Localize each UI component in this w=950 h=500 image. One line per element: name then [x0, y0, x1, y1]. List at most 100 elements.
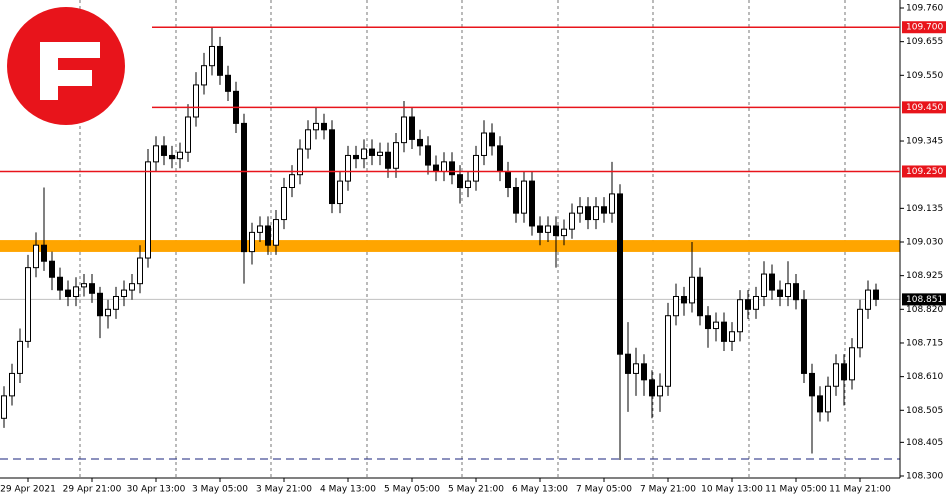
- candle-body: [201, 65, 207, 86]
- candle-body: [209, 45, 215, 67]
- candle-body: [361, 148, 367, 160]
- candle-body: [673, 295, 679, 317]
- candle-body: [873, 289, 879, 300]
- candle-body: [185, 116, 191, 153]
- level-label: 109.700: [906, 23, 943, 33]
- candle-body: [817, 395, 823, 413]
- candle-body: [369, 148, 375, 156]
- candle-body: [537, 225, 543, 233]
- candle-body: [801, 299, 807, 374]
- y-tick-label: 109.655: [906, 37, 943, 47]
- candle-body: [249, 231, 255, 253]
- x-tick-label: 11 May 05:00: [765, 485, 827, 495]
- logo-circle: [7, 7, 125, 125]
- candle-body: [657, 385, 663, 397]
- level-label-box: [902, 21, 946, 34]
- y-tick-label: 108.300: [906, 472, 943, 482]
- x-tick-label: 11 May 21:00: [829, 485, 891, 495]
- candle-body: [137, 257, 143, 285]
- candle-body: [289, 174, 295, 189]
- candle-body: [121, 289, 127, 297]
- candle-body: [793, 283, 799, 301]
- candle-body: [753, 295, 759, 310]
- candle-body: [473, 154, 479, 182]
- candle-body: [433, 164, 439, 172]
- candle-body: [769, 273, 775, 291]
- x-tick-label: 10 May 13:00: [701, 485, 763, 495]
- candle-body: [825, 385, 831, 413]
- candle-body: [265, 225, 271, 246]
- candle-body: [545, 225, 551, 233]
- candle-body: [777, 289, 783, 297]
- candle-body: [169, 154, 175, 160]
- candle-body: [81, 283, 87, 288]
- candle-body: [617, 193, 623, 355]
- y-tick-label: 108.715: [906, 338, 943, 348]
- candle-body: [577, 206, 583, 214]
- candle-body: [337, 180, 343, 205]
- y-tick-label: 108.505: [906, 406, 943, 416]
- candle-body: [41, 244, 47, 262]
- plot: [0, 27, 900, 460]
- candle-body: [257, 225, 263, 233]
- candle-body: [273, 219, 279, 246]
- candle-body: [489, 132, 495, 147]
- candle-body: [505, 170, 511, 189]
- candle-body: [601, 206, 607, 214]
- last-price-label: 108.851: [906, 295, 943, 305]
- candle-body: [729, 331, 735, 342]
- last-price-box: [902, 293, 946, 306]
- candle-body: [193, 84, 199, 118]
- candle-body: [713, 321, 719, 330]
- candle-body: [1, 395, 7, 419]
- candle-body: [305, 129, 311, 150]
- x-tick-label: 5 May 05:00: [384, 485, 440, 495]
- candle-body: [689, 276, 695, 304]
- candle-body: [609, 193, 615, 214]
- y-tick-label: 109.345: [906, 137, 943, 147]
- candle-body: [833, 363, 839, 387]
- x-tick-label: 30 Apr 13:00: [127, 485, 186, 495]
- level-label: 109.450: [906, 103, 943, 113]
- candle-body: [329, 129, 335, 205]
- x-tick-label: 7 May 21:00: [640, 485, 696, 495]
- candle-body: [625, 353, 631, 374]
- candle-body: [241, 122, 247, 253]
- candle-body: [865, 289, 871, 310]
- candle-body: [641, 363, 647, 381]
- candle-body: [177, 151, 183, 160]
- candle-body: [849, 347, 855, 381]
- candle-body: [649, 379, 655, 397]
- candle-body: [161, 145, 167, 156]
- candle-body: [73, 286, 79, 297]
- candle-body: [481, 132, 487, 156]
- candle-body: [297, 148, 303, 176]
- candle-body: [17, 340, 23, 374]
- zone-band: [0, 240, 900, 252]
- candle-body: [465, 180, 471, 189]
- candle-body: [401, 116, 407, 144]
- candle-body: [129, 283, 135, 291]
- y-tick-label: 109.550: [906, 71, 943, 81]
- candle-body: [113, 295, 119, 310]
- logo: [7, 7, 125, 125]
- x-tick-label: 29 Apr 21:00: [63, 485, 122, 495]
- candle-body: [697, 276, 703, 317]
- candle-body: [393, 142, 399, 169]
- candle-body: [65, 289, 71, 297]
- candle-body: [561, 228, 567, 237]
- logo-mark: [40, 42, 100, 100]
- y-tick-label: 108.925: [906, 271, 943, 281]
- candle-body: [737, 299, 743, 333]
- y-tick-label: 108.405: [906, 438, 943, 448]
- candle-body: [785, 283, 791, 297]
- x-tick-label: 5 May 21:00: [448, 485, 504, 495]
- candle-body: [441, 161, 447, 172]
- candle-body: [33, 244, 39, 269]
- candle-body: [457, 174, 463, 189]
- candle-body: [217, 45, 223, 76]
- candle-body: [449, 161, 455, 176]
- candle-body: [761, 273, 767, 297]
- candle-body: [745, 299, 751, 310]
